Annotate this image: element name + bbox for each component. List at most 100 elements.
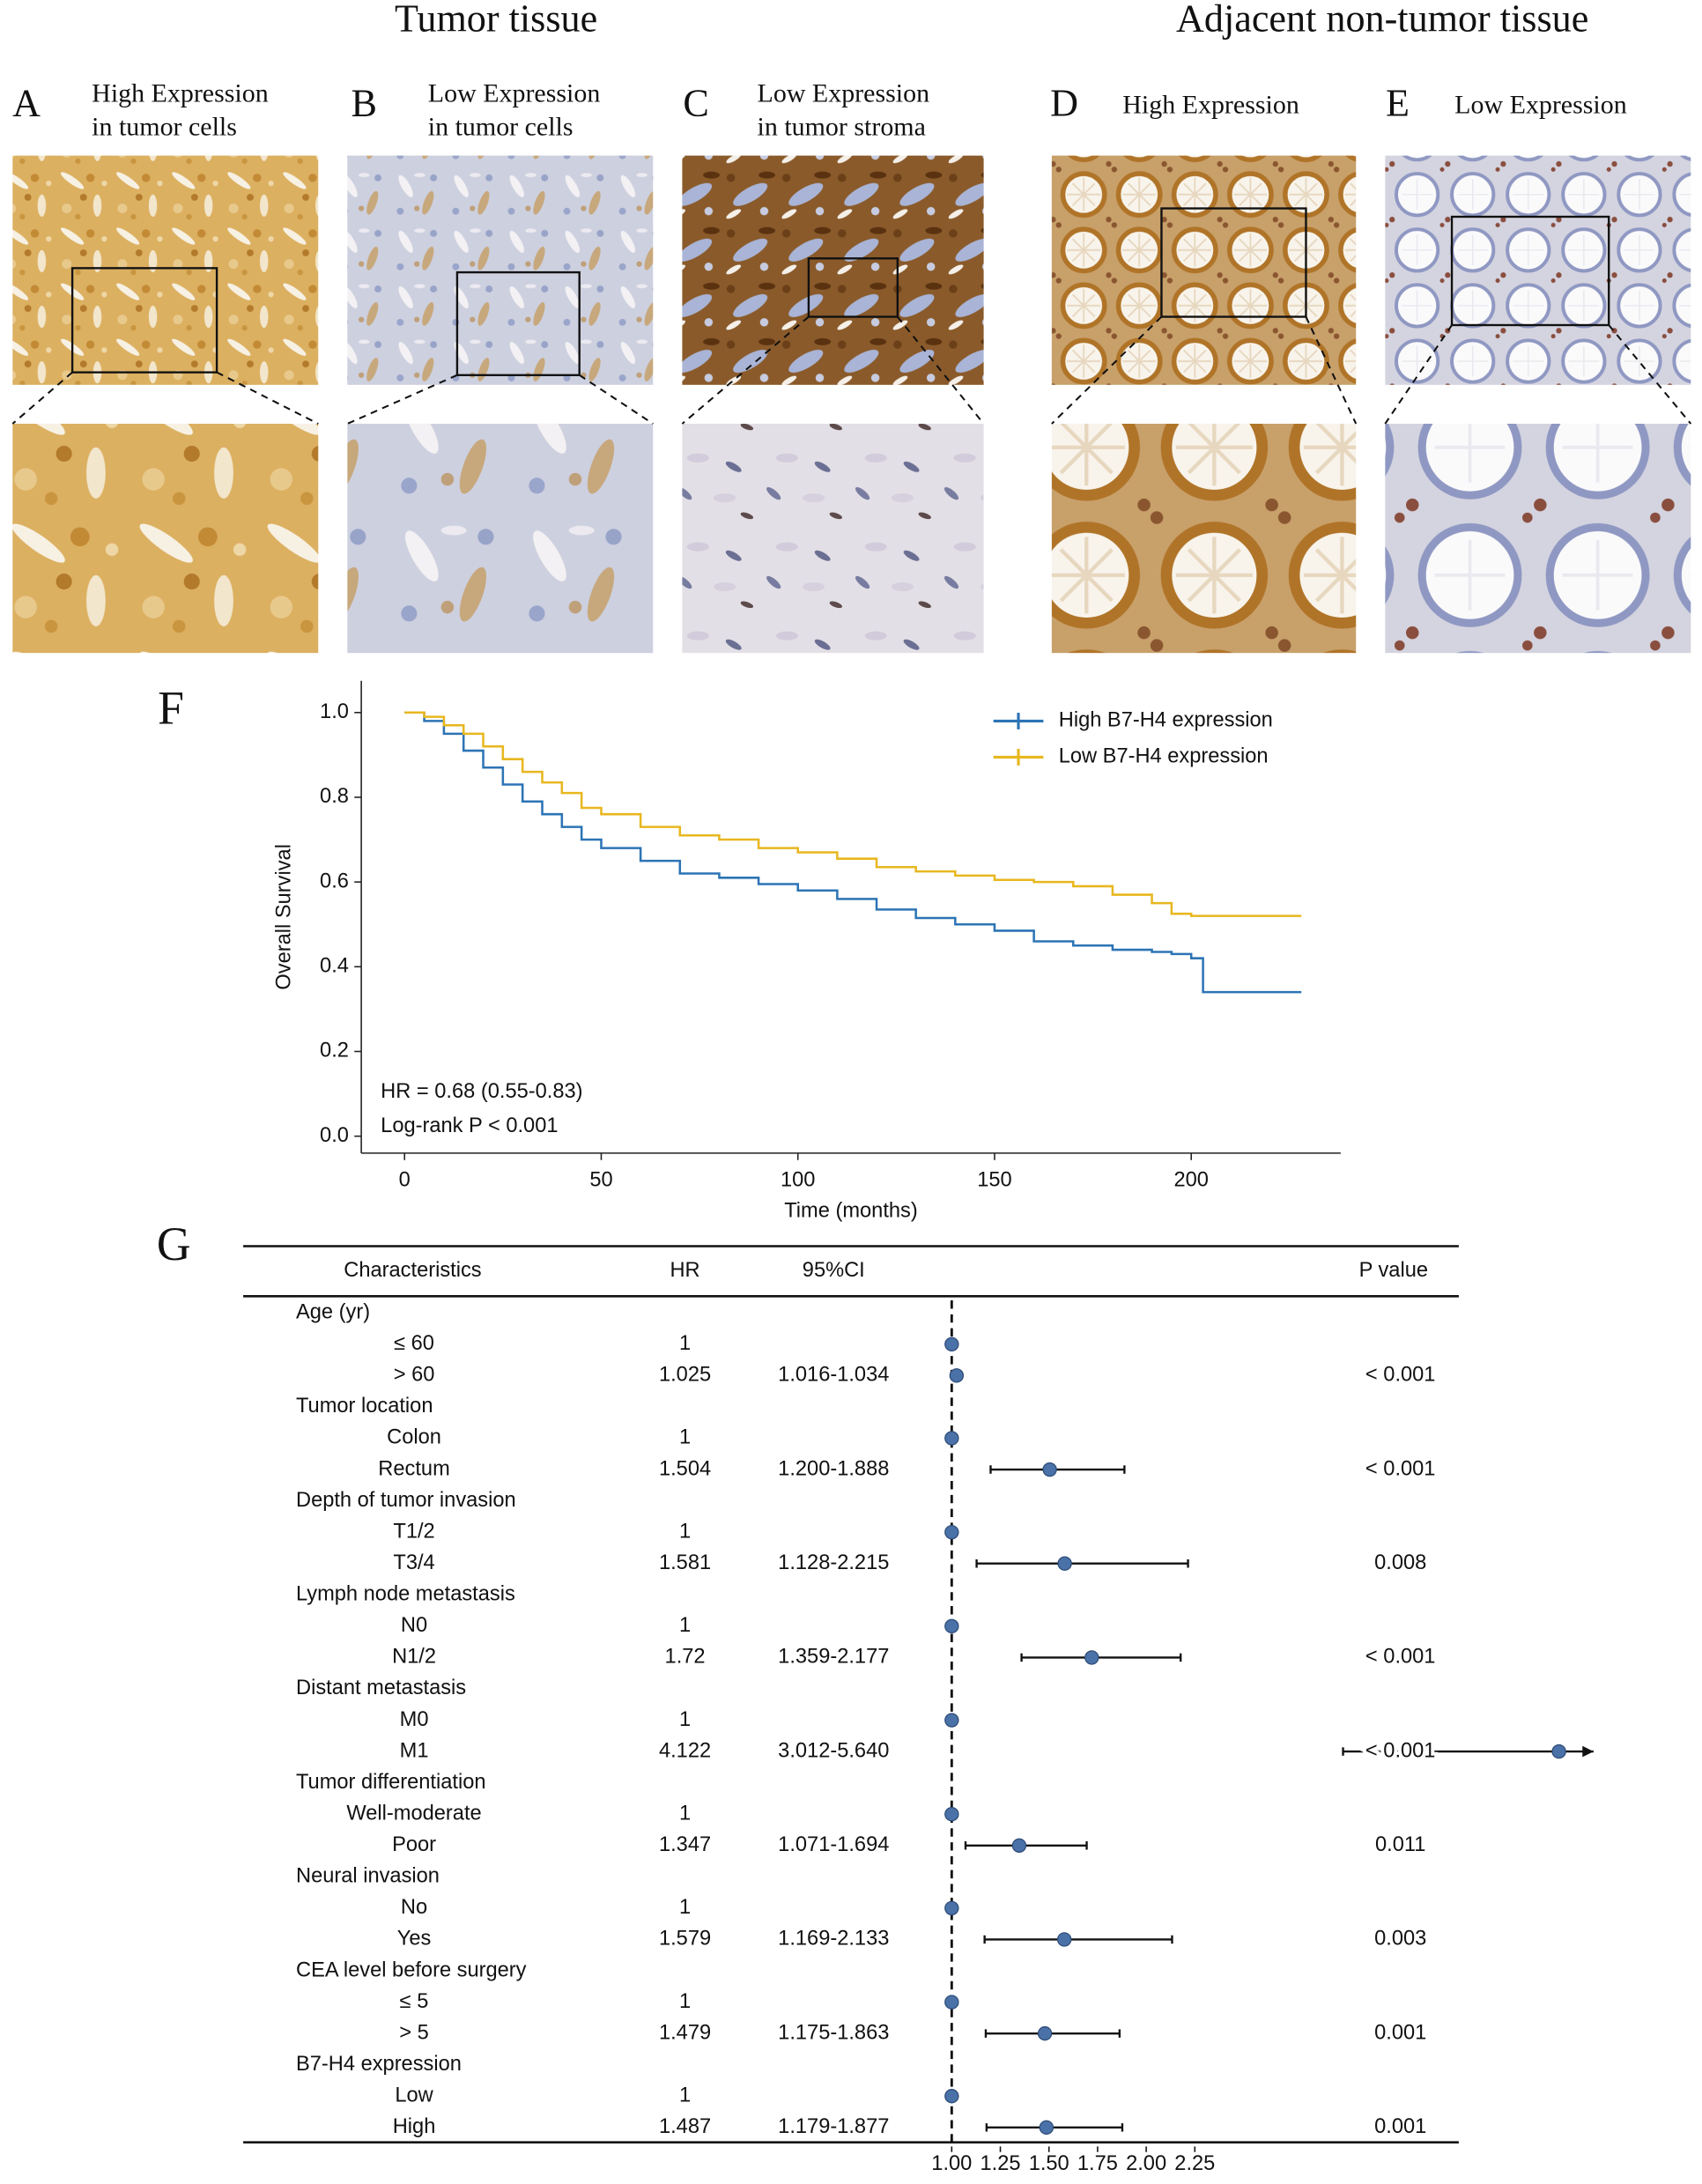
column-header: HR [670,1259,699,1282]
x-tick-label: 1.25 [980,2152,1021,2175]
ci-label: 1.179-1.877 [778,2115,889,2138]
group-label: Lymph node metastasis [296,1583,515,1606]
row-label: Rectum [378,1457,449,1480]
hr-value: 1.581 [659,1551,711,1574]
micrograph-zoom [1385,423,1691,654]
x-tick-label: 50 [589,1169,612,1192]
p-value: < 0.001 [1365,1364,1436,1387]
hr-point [944,1807,959,1822]
p-value: 0.001 [1374,2021,1426,2044]
ci-label: 1.359-2.177 [778,1646,889,1669]
group-label: CEA level before surgery [296,1958,527,1981]
hr-point [944,2089,959,2104]
inset-box [70,267,218,374]
hr-point [944,1336,959,1351]
p-value: 0.008 [1374,1551,1426,1574]
micrograph [12,155,319,385]
hr-value: 1.72 [665,1646,706,1669]
row-label: Yes [397,1928,432,1951]
zoom-guide [897,315,985,425]
row-label: No [401,1896,427,1919]
hr-value: 1 [679,1708,691,1731]
zoom-guide [1608,324,1692,425]
column-header: P value [1359,1259,1428,1282]
annotation: HR = 0.68 (0.55-0.83) [381,1080,582,1103]
panel-caption: in tumor cells [428,113,574,142]
zoom-guide [11,371,73,425]
panel-caption: Low Expression [428,79,601,108]
group-label: Depth of tumor invasion [296,1489,516,1512]
survival-curve [404,711,1302,917]
p-value: 0.003 [1374,1928,1426,1951]
heading: Tumor tissue [395,0,597,40]
row-label: N1/2 [392,1646,436,1669]
row-label: Low [395,2084,433,2107]
survival-curve [404,711,1302,994]
zoom-guide [1051,315,1163,425]
hr-point [944,1524,959,1540]
panel-letter: G [157,1218,191,1270]
panel-letter: C [683,82,708,125]
clip-arrow [1582,1745,1594,1758]
hr-value: 1 [679,1520,691,1543]
hr-point [944,1995,959,2010]
x-tick-label: 0 [399,1169,411,1192]
x-tick-label: 100 [781,1169,815,1192]
y-tick-label: 0.6 [320,870,349,892]
micrograph [1385,155,1691,385]
row-label: Well-moderate [346,1802,481,1825]
hr-point [1551,1743,1566,1759]
hr-point [944,1900,959,1916]
legend-label: Low B7-H4 expression [1059,745,1269,768]
row-label: > 60 [394,1364,435,1387]
panel-caption: Low Expression [758,79,930,108]
row-label: T1/2 [393,1520,434,1543]
inset-box [807,257,899,318]
hr-point [1084,1650,1099,1665]
p-value: < 0.001 [1365,1646,1436,1669]
x-axis-title: Time (months) [784,1199,918,1222]
heading: Adjacent non-tumor tissue [1176,0,1588,40]
hr-value: 1.479 [659,2021,711,2044]
row-label: > 5 [399,2021,429,2044]
micrograph-zoom [682,423,984,654]
zoom-guide [346,374,458,425]
hr-point [944,1618,959,1634]
hr-point [1042,1462,1057,1477]
y-tick-label: 0.8 [320,785,349,808]
row-label: Colon [387,1426,441,1449]
micrograph-zoom [347,423,654,654]
hr-value: 1.504 [659,1457,711,1480]
p-value: < 0.001 [1365,1457,1436,1480]
hr-point [1037,2025,1053,2041]
y-tick-label: 1.0 [320,700,349,723]
panel-letter: F [158,681,184,734]
hr-point [944,1431,959,1446]
hr-value: 1.025 [659,1364,711,1387]
hr-value: 1 [679,1896,691,1919]
hr-value: 1 [679,1990,691,2013]
group-label: Neural invasion [296,1865,440,1888]
group-label: Tumor location [296,1395,433,1418]
panel-caption: in tumor stroma [758,113,926,142]
row-label: ≤ 5 [400,1990,429,2013]
hr-value: 1 [679,1426,691,1449]
y-tick-label: 0.0 [320,1124,349,1147]
hr-point [1039,2120,1054,2136]
row-label: Poor [392,1833,436,1856]
micrograph [682,155,984,385]
hr-value: 1.347 [659,1833,711,1856]
hr-value: 1.579 [659,1928,711,1951]
group-label: Distant metastasis [296,1677,466,1699]
legend-label: High B7-H4 expression [1059,709,1273,732]
panel-caption: High Expression [92,79,269,108]
zoom-guide [579,374,654,425]
x-tick-label: 2.25 [1174,2152,1215,2175]
panel-letter: B [352,82,377,125]
x-tick-label: 2.00 [1126,2152,1166,2175]
ci-label: 1.128-2.215 [778,1551,889,1574]
panel-letter: D [1050,82,1078,125]
group-label: Tumor differentiation [296,1771,486,1794]
row-label: T3/4 [393,1551,434,1574]
